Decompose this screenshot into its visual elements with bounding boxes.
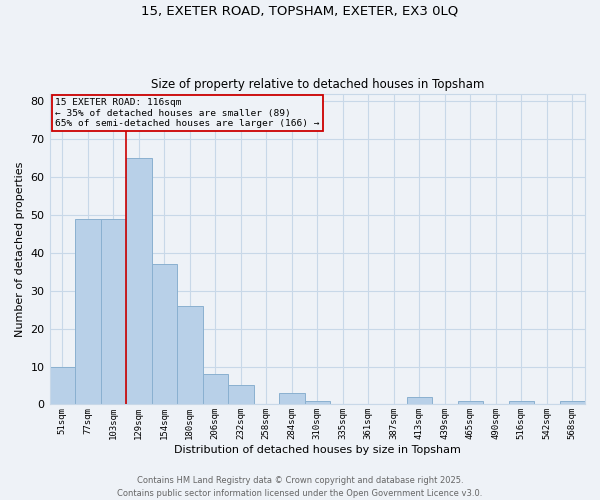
Bar (101, 218, 126, 404)
Text: 15, EXETER ROAD, TOPSHAM, EXETER, EX3 0LQ: 15, EXETER ROAD, TOPSHAM, EXETER, EX3 0L… (142, 5, 458, 18)
Bar (203, 374, 228, 404)
Bar (152, 264, 177, 404)
Bar (458, 400, 483, 404)
Text: Contains HM Land Registry data © Crown copyright and database right 2025.
Contai: Contains HM Land Registry data © Crown c… (118, 476, 482, 498)
Bar (126, 158, 152, 404)
Title: Size of property relative to detached houses in Topsham: Size of property relative to detached ho… (151, 78, 484, 91)
Bar (228, 386, 254, 404)
Text: 15 EXETER ROAD: 116sqm
← 35% of detached houses are smaller (89)
65% of semi-det: 15 EXETER ROAD: 116sqm ← 35% of detached… (55, 98, 319, 128)
Bar (305, 400, 330, 404)
Bar (279, 393, 305, 404)
Bar (177, 306, 203, 404)
Bar (509, 400, 534, 404)
Bar (560, 400, 585, 404)
Bar (50, 366, 75, 405)
Y-axis label: Number of detached properties: Number of detached properties (15, 162, 25, 336)
X-axis label: Distribution of detached houses by size in Topsham: Distribution of detached houses by size … (174, 445, 461, 455)
Bar (75, 218, 101, 404)
Bar (407, 397, 432, 404)
